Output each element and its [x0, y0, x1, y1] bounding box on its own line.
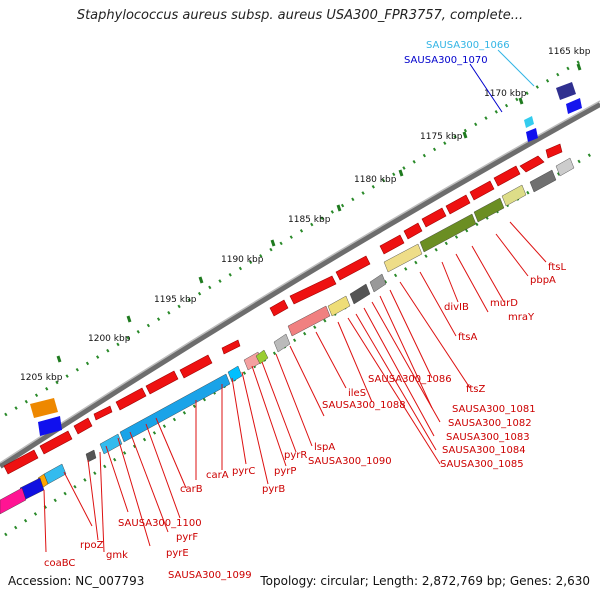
leader-lines — [43, 221, 547, 553]
tick-label-1205: 1205 kbp — [20, 373, 63, 383]
tick-arc-outer — [4, 58, 583, 417]
label-rpoZ: rpoZ — [80, 540, 104, 551]
label-ftsL: ftsL — [548, 262, 566, 273]
label-gmk: gmk — [106, 550, 128, 561]
label-pyrB: pyrB — [262, 484, 285, 495]
topology-text: Topology: circular; Length: 2,872,769 bp… — [260, 574, 590, 588]
tick-label-1165: 1165 kbp — [548, 47, 591, 57]
genome-backbone — [0, 101, 600, 469]
tick-label-1200: 1200 kbp — [88, 334, 131, 344]
label-ileS: ileS — [348, 388, 366, 399]
label-sausa1099: SAUSA300_1099 — [168, 570, 252, 581]
label-divIB: divIB — [444, 302, 469, 313]
tick-label-1180: 1180 kbp — [354, 175, 397, 185]
outer-features — [30, 82, 582, 436]
label-pyrC: pyrC — [232, 466, 255, 477]
map-title: Staphylococcus aureus subsp. aureus USA3… — [76, 8, 524, 23]
label-pyrE: pyrE — [166, 548, 189, 559]
leader-sausa1066 — [497, 49, 535, 87]
label-sausa1084: SAUSA300_1084 — [442, 445, 526, 456]
tick-label-1170: 1170 kbp — [484, 89, 527, 99]
tick-label-1195: 1195 kbp — [154, 295, 197, 305]
tick-label-1175: 1175 kbp — [420, 132, 463, 142]
label-murD: murD — [490, 298, 518, 309]
label-ftsZ: ftsZ — [466, 384, 485, 395]
label-lspA: lspA — [314, 442, 335, 453]
label-pbpA: pbpA — [530, 275, 556, 286]
label-sausa1082: SAUSA300_1082 — [448, 418, 532, 429]
accession-text: Accession: NC_007793 — [8, 574, 145, 588]
label-sausa1085: SAUSA300_1085 — [440, 459, 524, 470]
label-sausa1081: SAUSA300_1081 — [452, 404, 536, 415]
label-sausa1090: SAUSA300_1090 — [308, 456, 392, 467]
label-sausa1100: SAUSA300_1100 — [118, 518, 202, 529]
label-sausa1066: SAUSA300_1066 — [426, 40, 510, 51]
label-carA: carA — [206, 470, 229, 481]
tick-label-1185: 1185 kbp — [288, 215, 331, 225]
label-sausa1088: SAUSA300_1088 — [322, 400, 406, 411]
leader-sausa1070 — [469, 63, 503, 113]
label-mraY: mraY — [508, 312, 535, 323]
label-sausa1086: SAUSA300_1086 — [368, 374, 452, 385]
label-pyrP: pyrP — [274, 466, 296, 477]
label-sausa1070: SAUSA300_1070 — [404, 55, 488, 66]
label-pyrF: pyrF — [176, 532, 198, 543]
major-ticks — [56, 63, 582, 363]
reverse-genes — [0, 157, 575, 515]
label-ftsA: ftsA — [458, 332, 477, 343]
tick-label-1190: 1190 kbp — [221, 255, 264, 265]
forward-genes — [3, 143, 563, 475]
label-pyrR: pyrR — [284, 450, 307, 461]
label-carB: carB — [180, 484, 203, 495]
label-coaBC: coaBC — [44, 558, 75, 569]
label-sausa1083: SAUSA300_1083 — [446, 432, 530, 443]
